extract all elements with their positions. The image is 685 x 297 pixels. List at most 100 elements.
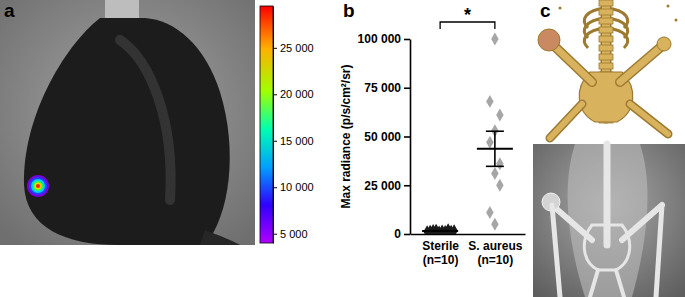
panel-label: c xyxy=(540,0,551,21)
colorbar-tick: 20 000 xyxy=(273,88,314,100)
y-tick: 0 xyxy=(394,227,410,241)
colorbar-tick-mark xyxy=(273,187,277,188)
colorbar-tick: 5 000 xyxy=(273,228,308,240)
data-point xyxy=(491,33,498,46)
data-point xyxy=(486,95,493,108)
ct-render xyxy=(538,0,678,138)
image-background xyxy=(0,0,255,245)
mouse-leg xyxy=(200,230,240,245)
colorbar-tick-label: 15 000 xyxy=(280,135,314,147)
y-tick-mark xyxy=(404,185,410,187)
y-tick-mark xyxy=(404,39,410,41)
bone xyxy=(656,205,662,297)
vertebra xyxy=(599,18,613,24)
data-point xyxy=(496,179,503,192)
signal-spot xyxy=(36,184,40,188)
mean-line xyxy=(422,230,458,232)
colorbar-tick-mark xyxy=(273,48,277,49)
error-bar-cap xyxy=(486,166,504,168)
significance-label: * xyxy=(464,5,471,25)
colorbar-tick: 15 000 xyxy=(273,135,314,147)
bone xyxy=(590,270,598,297)
error-bar-cap xyxy=(431,230,449,232)
vertebra xyxy=(599,36,613,42)
x-tick: S. aureus(n=10) xyxy=(468,234,522,267)
bone xyxy=(630,104,668,134)
y-tick-mark xyxy=(404,234,410,236)
bone xyxy=(550,104,582,138)
xray xyxy=(533,144,685,297)
error-bar xyxy=(486,131,504,166)
bone xyxy=(604,144,611,245)
vertebra xyxy=(599,9,613,15)
bone xyxy=(622,205,662,240)
error-bar xyxy=(431,230,449,231)
bone xyxy=(552,205,560,297)
xray-background xyxy=(533,144,685,297)
xray-body xyxy=(568,144,648,297)
colorbar-tick-mark xyxy=(273,94,277,95)
figure: 5 000 10 000 15 000 20 000 25 000 a 0 25 000 50 … xyxy=(0,0,685,297)
y-tick: 75 000 xyxy=(364,81,410,95)
colorbar-tick-mark xyxy=(273,141,277,142)
x-tick-label-line: (n=10) xyxy=(478,253,514,267)
bone xyxy=(620,46,662,82)
data-point xyxy=(486,206,493,219)
fragment xyxy=(675,19,678,22)
plot-area xyxy=(422,33,513,234)
panel-c xyxy=(533,0,685,297)
y-tick-label: 25 000 xyxy=(364,179,401,193)
vertebra xyxy=(599,54,613,60)
vertebra xyxy=(599,45,613,51)
error-bar-cap xyxy=(486,130,504,132)
signal-spot xyxy=(35,183,42,190)
joint-knob xyxy=(657,37,671,51)
panel-a: 5 000 10 000 15 000 20 000 25 000 xyxy=(0,0,314,245)
colorbar-tick: 25 000 xyxy=(273,42,314,54)
y-tick-label: 100 000 xyxy=(358,32,402,46)
y-axis: 0 25 000 50 000 75 000 100 000 xyxy=(358,32,411,241)
y-tick-mark xyxy=(404,87,410,89)
colorbar-tick-label: 5 000 xyxy=(280,228,308,240)
x-tick-label-line: Sterile xyxy=(422,239,459,253)
x-tick-label: Sterile(n=10) xyxy=(422,239,459,267)
vertebra xyxy=(599,27,613,33)
bone xyxy=(620,46,662,82)
data-point xyxy=(496,157,503,170)
colorbar-tick-label: 25 000 xyxy=(280,42,314,54)
bone xyxy=(550,104,582,138)
y-tick-label: 75 000 xyxy=(364,81,401,95)
xray-pelvis xyxy=(584,225,629,270)
vertebra xyxy=(599,63,613,69)
data-point xyxy=(491,167,498,180)
bone xyxy=(552,205,592,240)
colorbar-tick-label: 10 000 xyxy=(280,181,314,193)
y-tick-mark xyxy=(404,136,410,138)
colorbar xyxy=(260,6,273,243)
error-bar-stem xyxy=(494,131,496,166)
vertebra xyxy=(599,0,613,6)
x-tick-label: S. aureus(n=10) xyxy=(468,239,522,267)
panel-label: b xyxy=(343,0,355,21)
error-bar-cap xyxy=(431,230,449,232)
panel-b: 025 00050 00075 000100 000Sterile(n=10)S… xyxy=(339,5,526,267)
signal-spot xyxy=(31,179,45,193)
data-point xyxy=(491,218,498,231)
mouse-body xyxy=(24,18,230,245)
bone xyxy=(616,270,624,297)
y-axis-title: Max radiance (p/s/cm²/sr) xyxy=(339,64,353,208)
y-tick-label: 50 000 xyxy=(364,130,401,144)
colorbar-tick-label: 20 000 xyxy=(280,88,314,100)
y-tick-label: 0 xyxy=(394,227,401,241)
colorbar-axis-line xyxy=(273,7,274,244)
bone xyxy=(630,104,668,134)
data-point xyxy=(496,109,503,122)
x-tick: Sterile(n=10) xyxy=(422,234,459,267)
x-axis: Sterile(n=10)S. aureus(n=10) xyxy=(411,234,526,267)
mouse-fur-sheen xyxy=(120,40,171,200)
panel-label: a xyxy=(4,0,15,21)
signal-spot xyxy=(33,181,43,191)
y-tick: 100 000 xyxy=(358,32,410,46)
x-tick-label-line: S. aureus xyxy=(468,239,522,253)
data-point xyxy=(486,136,493,149)
